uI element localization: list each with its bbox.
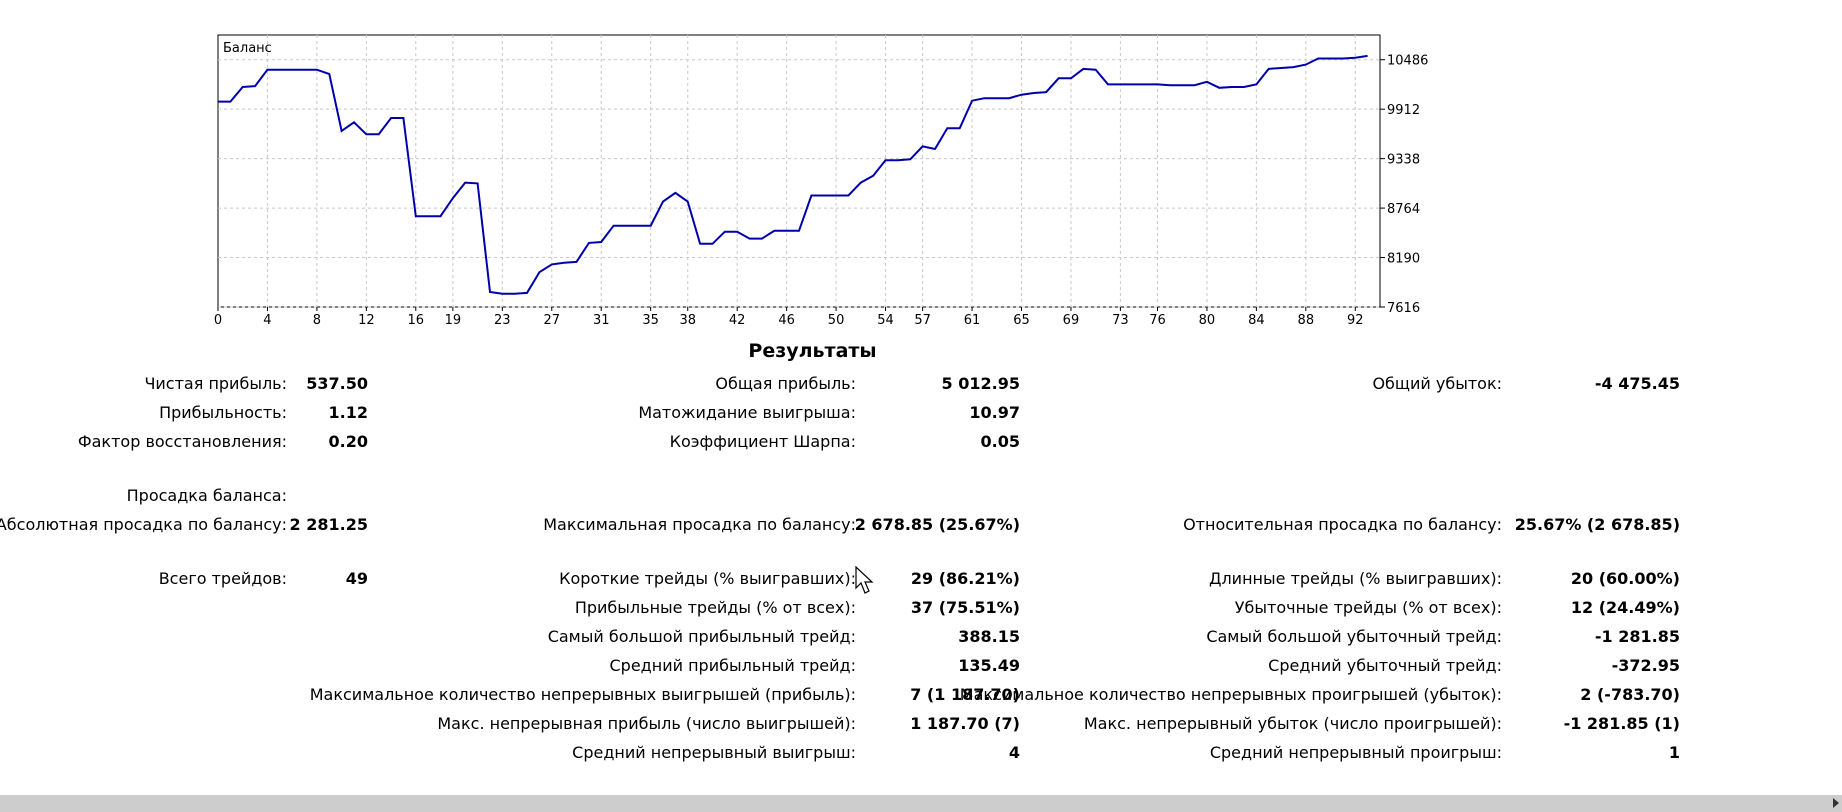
x-tick-label: 57 (914, 313, 931, 328)
balance-chart: 0 4 8 12 16 19 23 27 31 35 38 42 46 50 54 57 61 65 69 73 76 8… (214, 34, 1428, 328)
max-drawdown-value: 2 678.85 (25.67%) (854, 515, 1020, 534)
y-tick-label: 7616 (1387, 301, 1420, 316)
y-tick-label: 8764 (1387, 202, 1420, 217)
expected-payoff-value: 10.97 (969, 403, 1020, 422)
avg-profit-label: Средний прибыльный трейд: (609, 656, 857, 675)
x-tick-label: 8 (313, 313, 321, 328)
y-tick-label: 9912 (1387, 103, 1420, 118)
x-tick-label: 61 (964, 313, 981, 328)
gross-loss-value: -4 475.45 (1594, 374, 1680, 393)
max-consec-loss-value: -1 281.85 (1) (1563, 714, 1680, 733)
x-tick-label: 50 (828, 313, 845, 328)
x-tick-label: 27 (543, 313, 560, 328)
profitability-value: 1.12 (328, 403, 368, 422)
x-tick-label: 84 (1248, 313, 1265, 328)
scroll-right-arrow-icon[interactable] (1833, 798, 1839, 808)
net-profit-value: 537.50 (306, 374, 368, 393)
avg-consec-losses-label: Средний непрерывный проигрыш: (1209, 743, 1502, 762)
x-tick-label: 42 (729, 313, 746, 328)
long-trades-label: Длинные трейды (% выигравших): (1208, 569, 1502, 588)
max-consec-profit-value: 1 187.70 (7) (910, 714, 1020, 733)
max-consec-losses-label: Максимальное количество непрерывных прои… (959, 685, 1502, 704)
rel-drawdown-value: 25.67% (2 678.85) (1514, 515, 1680, 534)
loss-trades-label: Убыточные трейды (% от всех): (1234, 598, 1502, 617)
short-trades-value: 29 (86.21%) (910, 569, 1020, 588)
long-trades-value: 20 (60.00%) (1570, 569, 1680, 588)
recovery-factor-value: 0.20 (328, 432, 368, 451)
y-tick-label: 9338 (1387, 153, 1420, 168)
x-tick-label: 16 (408, 313, 425, 328)
y-tick-label: 8190 (1387, 252, 1420, 267)
chart-plot-area (217, 34, 1381, 308)
y-axis-ticks: 10486 9912 9338 8764 8190 7616 (1380, 54, 1428, 316)
largest-loss-label: Самый большой убыточный трейд: (1206, 627, 1502, 646)
x-tick-label: 69 (1063, 313, 1080, 328)
max-consec-loss-label: Макс. непрерывный убыток (число проигрыш… (1083, 714, 1502, 733)
loss-trades-value: 12 (24.49%) (1570, 598, 1680, 617)
x-tick-label: 19 (445, 313, 462, 328)
largest-loss-value: -1 281.85 (1594, 627, 1680, 646)
horizontal-scrollbar[interactable] (0, 795, 1842, 812)
abs-drawdown-label: Абсолютная просадка по балансу: (0, 515, 287, 534)
x-tick-label: 12 (358, 313, 375, 328)
max-consec-wins-label: Максимальное количество непрерывных выиг… (309, 685, 856, 704)
x-axis-ticks: 0 4 8 12 16 19 23 27 31 35 38 42 46 50 54 57 61 65 69 73 76 8… (214, 307, 1364, 328)
recovery-factor-label: Фактор восстановления: (77, 432, 287, 451)
balance-series-line (218, 54, 1368, 295)
x-tick-label: 92 (1347, 313, 1364, 328)
y-tick-label: 10486 (1387, 54, 1428, 69)
largest-profit-label: Самый большой прибыльный трейд: (547, 627, 856, 646)
rel-drawdown-label: Относительная просадка по балансу: (1183, 515, 1502, 534)
abs-drawdown-value: 2 281.25 (289, 515, 368, 534)
gross-profit-label: Общая прибыль: (715, 374, 856, 393)
chart-title: Баланс (223, 41, 272, 56)
profit-trades-label: Прибыльные трейды (% от всех): (574, 598, 856, 617)
max-drawdown-label: Максимальная просадка по балансу: (543, 515, 856, 534)
x-tick-label: 23 (494, 313, 511, 328)
expected-payoff-label: Матожидание выигрыша: (638, 403, 856, 422)
max-consec-losses-value: 2 (-783.70) (1580, 685, 1680, 704)
gross-profit-value: 5 012.95 (941, 374, 1020, 393)
net-profit-label: Чистая прибыль: (144, 374, 287, 393)
x-tick-label: 73 (1112, 313, 1129, 328)
x-tick-label: 0 (214, 313, 222, 328)
chart-grid (218, 35, 1380, 308)
avg-consec-losses-value: 1 (1668, 743, 1680, 762)
max-consec-wins-value: 7 (1 187.70) (910, 685, 1020, 704)
avg-profit-value: 135.49 (958, 656, 1020, 675)
results-heading: Результаты (748, 340, 877, 362)
gross-loss-label: Общий убыток: (1372, 374, 1502, 393)
x-tick-label: 88 (1298, 313, 1315, 328)
avg-loss-label: Средний убыточный трейд: (1268, 656, 1502, 675)
x-tick-label: 54 (877, 313, 894, 328)
sharpe-ratio-value: 0.05 (980, 432, 1020, 451)
total-trades-label: Всего трейдов: (158, 569, 287, 588)
x-tick-label: 80 (1199, 313, 1216, 328)
largest-profit-value: 388.15 (958, 627, 1020, 646)
x-tick-label: 76 (1149, 313, 1166, 328)
short-trades-label: Короткие трейды (% выигравших): (559, 569, 856, 588)
x-tick-label: 38 (679, 313, 696, 328)
x-tick-label: 31 (593, 313, 610, 328)
x-tick-label: 46 (778, 313, 795, 328)
sharpe-ratio-label: Коэффициент Шарпа: (669, 432, 856, 451)
balance-drawdown-label: Просадка баланса: (126, 486, 287, 505)
total-trades-value: 49 (345, 569, 368, 588)
avg-consec-wins-label: Средний непрерывный выигрыш: (572, 743, 856, 762)
x-tick-label: 4 (263, 313, 271, 328)
max-consec-profit-label: Макс. непрерывная прибыль (число выигрыш… (437, 714, 856, 733)
x-tick-label: 65 (1013, 313, 1030, 328)
profitability-label: Прибыльность: (159, 403, 287, 422)
avg-loss-value: -372.95 (1611, 656, 1680, 675)
avg-consec-wins-value: 4 (1008, 743, 1020, 762)
mouse-cursor-icon (855, 566, 874, 594)
profit-trades-value: 37 (75.51%) (910, 598, 1020, 617)
x-tick-label: 35 (642, 313, 659, 328)
